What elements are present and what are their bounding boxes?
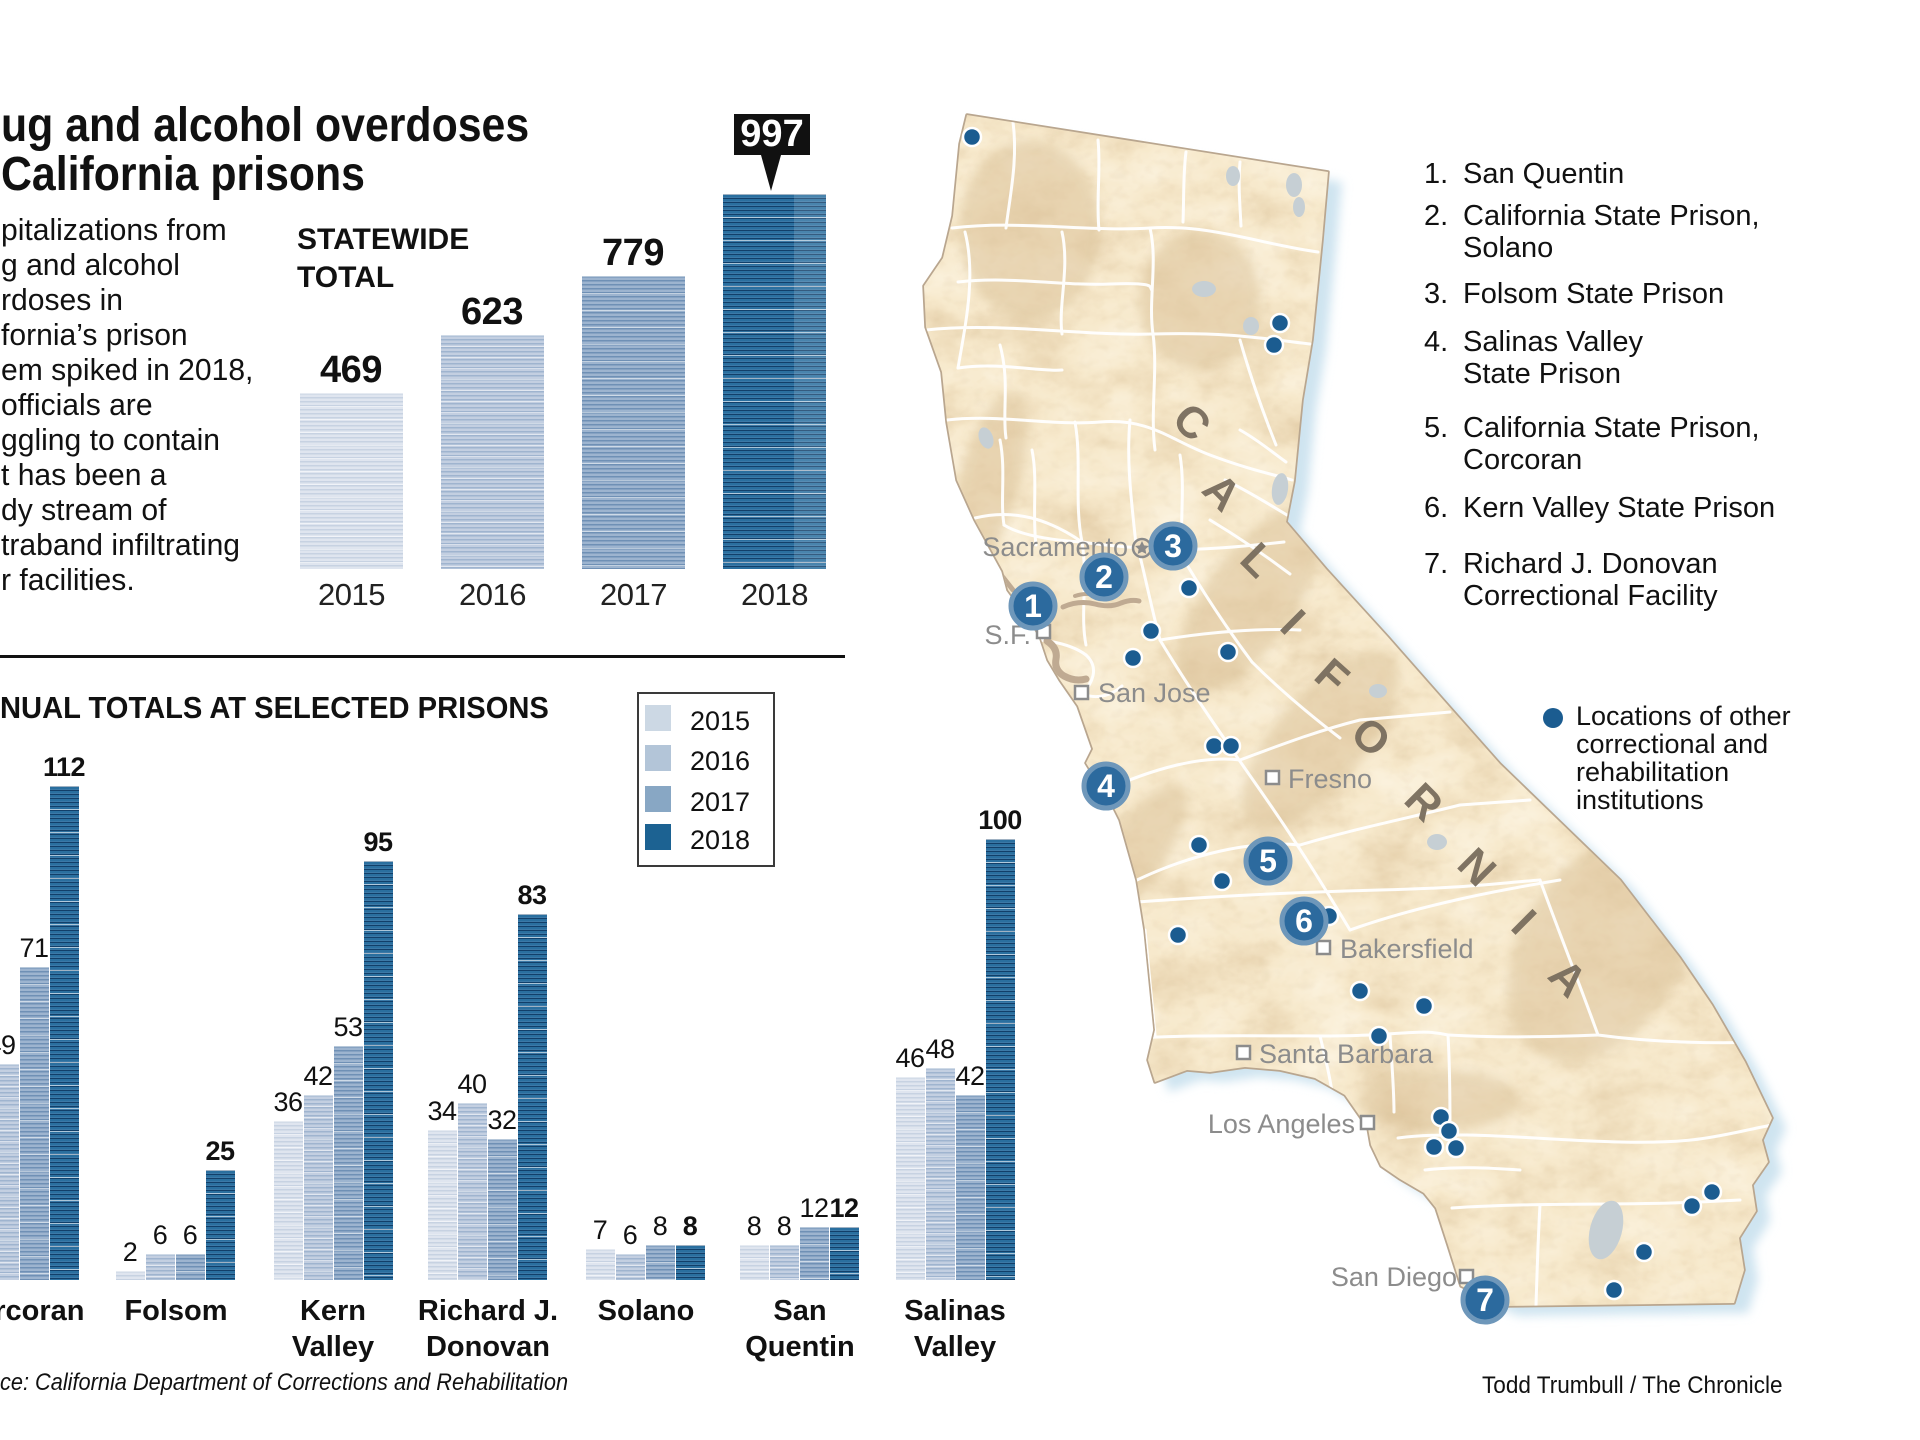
svg-text:Bakersfield: Bakersfield [1340,934,1474,964]
svg-text:4: 4 [1097,768,1115,804]
svg-text:1: 1 [1024,588,1042,624]
svg-text:Fresno: Fresno [1288,764,1372,794]
svg-text:Santa Barbara: Santa Barbara [1259,1039,1434,1069]
svg-text:7: 7 [1476,1282,1494,1318]
svg-text:5: 5 [1259,843,1277,879]
svg-text:3: 3 [1164,528,1182,564]
svg-text:2: 2 [1095,559,1113,595]
svg-text:6: 6 [1295,903,1313,939]
svg-text:Los Angeles: Los Angeles [1208,1109,1355,1139]
svg-text:San Diego: San Diego [1331,1262,1457,1292]
svg-text:San Jose: San Jose [1098,678,1211,708]
